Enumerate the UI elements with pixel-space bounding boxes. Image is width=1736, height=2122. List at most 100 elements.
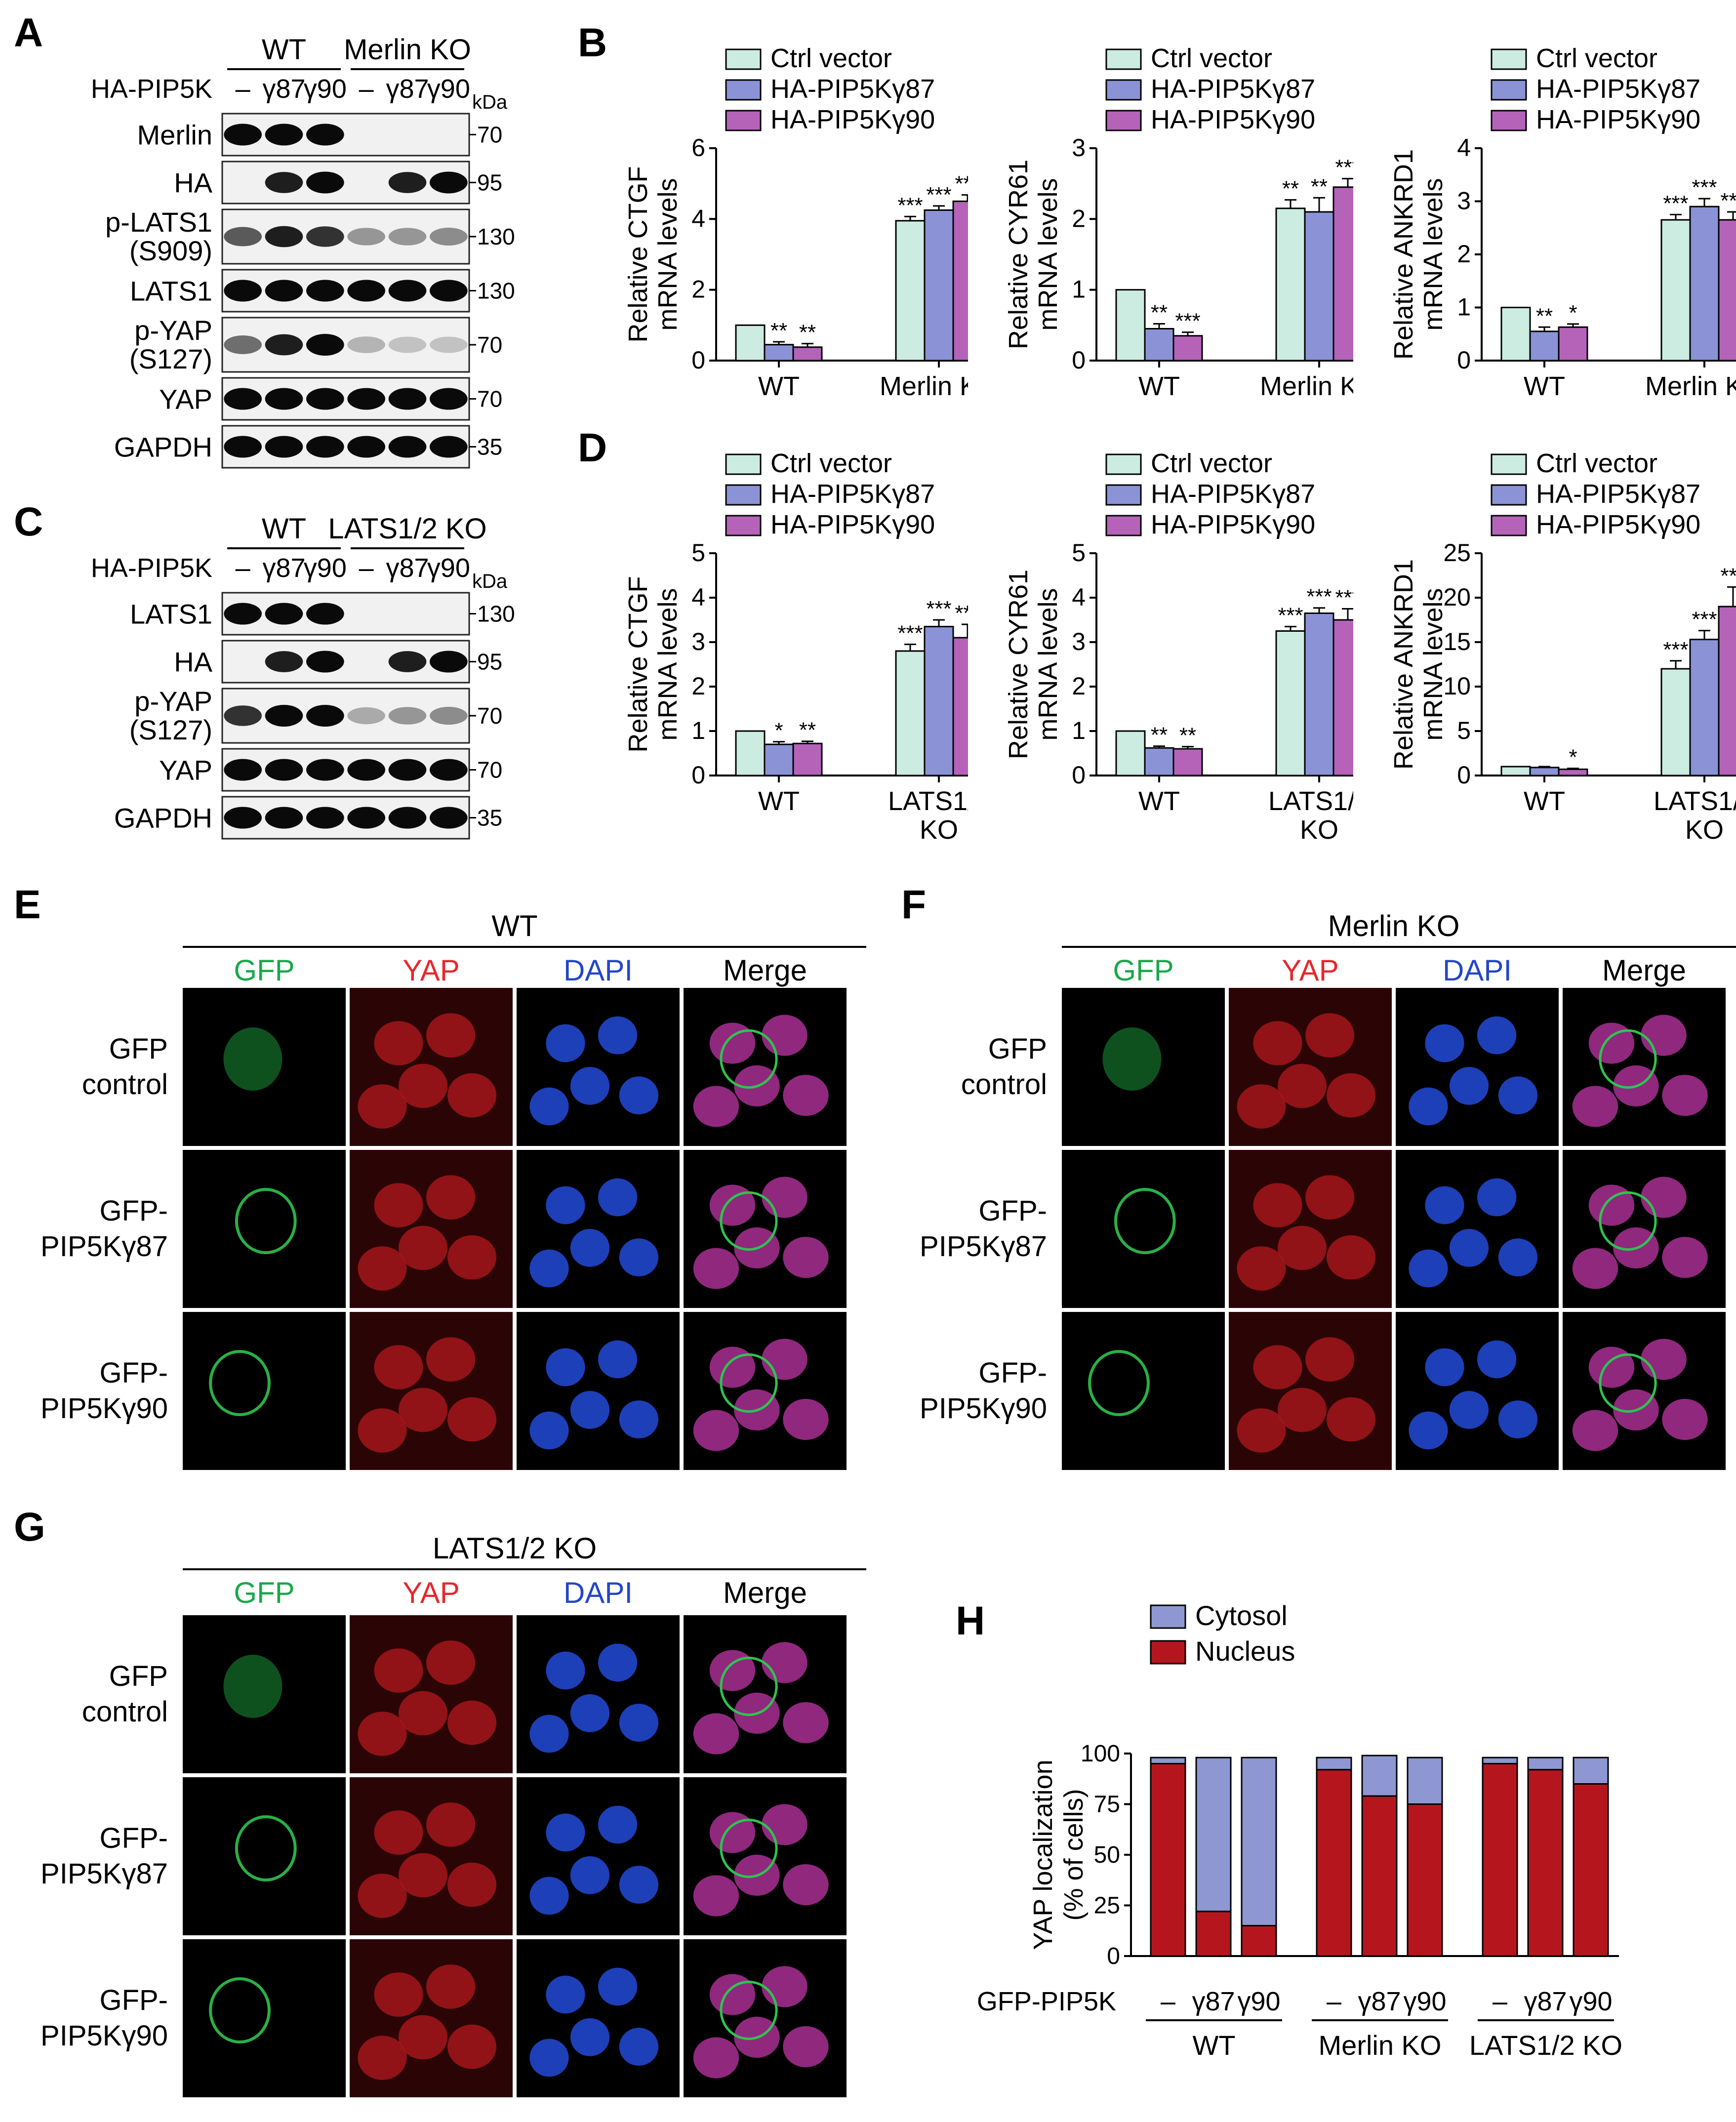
significance-label: *** — [1663, 638, 1688, 662]
micrograph-row-label: GFP- PIP5Kγ90 — [40, 1357, 168, 1425]
x-group-label: LATS1/2KO — [1654, 786, 1736, 845]
blot-band — [224, 123, 262, 146]
blot-band — [224, 705, 262, 726]
blot-lane-label: γ87 — [262, 553, 305, 583]
bar — [1332, 186, 1353, 362]
bar — [895, 220, 926, 362]
bar-nucleus — [1407, 1803, 1443, 1957]
bar-cytosol — [1407, 1756, 1443, 1805]
y-tick-label: 5 — [1072, 539, 1086, 567]
bar — [924, 626, 954, 776]
x-group-label: Merlin KO — [1260, 371, 1353, 401]
micrograph-image — [684, 1312, 847, 1470]
y-tick-label: 20 — [1443, 583, 1471, 611]
bar — [792, 742, 823, 776]
legend-label: HA-PIP5Kγ87 — [1151, 74, 1315, 104]
blot-band — [430, 171, 468, 194]
blot-band — [306, 705, 344, 727]
legend-swatch — [725, 110, 762, 131]
significance-label: ** — [1282, 177, 1299, 201]
blot-lane-label: γ87 — [262, 74, 305, 104]
significance-label: * — [1569, 301, 1577, 325]
blot-band — [388, 436, 427, 458]
micrograph-row-label: GFP control — [81, 1033, 168, 1101]
legend-swatch — [1105, 484, 1142, 506]
y-tick-label: 1 — [1457, 293, 1471, 321]
legend-label: HA-PIP5Kγ90 — [1536, 105, 1700, 134]
y-tick-label: 4 — [1457, 134, 1471, 162]
blot-row-label: GAPDH — [114, 803, 212, 834]
y-axis-label: Relative CTGFmRNA levels — [623, 576, 683, 752]
micrograph-image — [517, 1615, 680, 1773]
blot-band — [265, 651, 303, 672]
significance-label: *** — [897, 621, 923, 646]
bar — [1660, 219, 1691, 362]
blot-row: GAPDH 35 — [114, 425, 502, 469]
blot-row: HA 95 — [174, 640, 502, 684]
y-tick-label: 2 — [1072, 672, 1086, 700]
micrograph-image — [183, 1939, 346, 2097]
y-tick-label: 0 — [1072, 761, 1086, 789]
blot-band — [265, 705, 303, 727]
blot-band — [306, 280, 344, 302]
blot-band — [306, 388, 344, 410]
blot-row: LATS1 130 — [130, 269, 515, 313]
legend-swatch — [1105, 453, 1142, 475]
y-tick-label: 2 — [1072, 204, 1086, 232]
y-tick-label: 0 — [1072, 346, 1086, 374]
y-tick-label: 4 — [1072, 583, 1086, 611]
blot-row: p-YAP (S127) 70 — [129, 315, 502, 374]
legend-swatch — [1491, 48, 1527, 70]
significance-label: *** — [955, 601, 968, 625]
micrograph-row-label: GFP control — [81, 1660, 168, 1728]
significance-label: *** — [1335, 156, 1353, 180]
significance-label: *** — [897, 193, 923, 217]
blot-band — [430, 227, 468, 246]
significance-label: ** — [1179, 724, 1196, 748]
significance-label: ** — [799, 321, 816, 345]
blot-kda: 70 — [477, 122, 502, 148]
bar-nucleus — [1316, 1769, 1352, 1957]
bar — [764, 743, 794, 776]
legend-label: HA-PIP5Kγ90 — [1151, 105, 1315, 134]
bar — [924, 209, 954, 362]
legend-swatch — [1150, 1604, 1186, 1629]
y-tick-label: 0 — [1457, 761, 1471, 789]
bar — [1558, 768, 1588, 776]
significance-label: ** — [1536, 304, 1553, 328]
micrograph-row-label: GFP- PIP5Kγ87 — [40, 1195, 168, 1263]
significance-label: * — [774, 719, 783, 743]
micrograph-image — [183, 988, 346, 1146]
blot-lane-label: – — [236, 553, 250, 583]
blot-row-label: YAP — [159, 755, 212, 786]
blot-band — [430, 651, 468, 673]
blot-band — [347, 228, 386, 245]
micrograph-image — [684, 1615, 847, 1773]
blot-row-label: GAPDH — [114, 432, 212, 463]
panel-label-c: C — [14, 499, 43, 544]
blot-band — [265, 226, 303, 247]
y-tick-label: 2 — [691, 276, 705, 303]
bar-cytosol — [1527, 1756, 1564, 1771]
significance-label: ** — [1151, 723, 1168, 747]
significance-label: ** — [1311, 174, 1328, 199]
blot-band — [388, 228, 427, 245]
legend-label: Cytosol — [1195, 1600, 1288, 1631]
blot-lane-label: – — [359, 74, 374, 104]
blot-band — [430, 706, 468, 725]
blot-row: GAPDH 35 — [114, 796, 502, 840]
blot-band — [306, 651, 344, 673]
blot-band — [224, 436, 262, 458]
y-tick-label: 2 — [1457, 240, 1471, 268]
y-tick-label: 0 — [691, 761, 705, 789]
channel-label: YAP — [403, 954, 460, 987]
legend-label: HA-PIP5Kγ87 — [1536, 74, 1700, 104]
y-tick-label: 25 — [1094, 1893, 1120, 1919]
legend-label: HA-PIP5Kγ90 — [1536, 510, 1700, 539]
bar-cytosol — [1150, 1756, 1186, 1765]
lane-label: γ87 — [1358, 1987, 1401, 2016]
y-axis-label: YAP localization(% of cells) — [1028, 1759, 1089, 1950]
